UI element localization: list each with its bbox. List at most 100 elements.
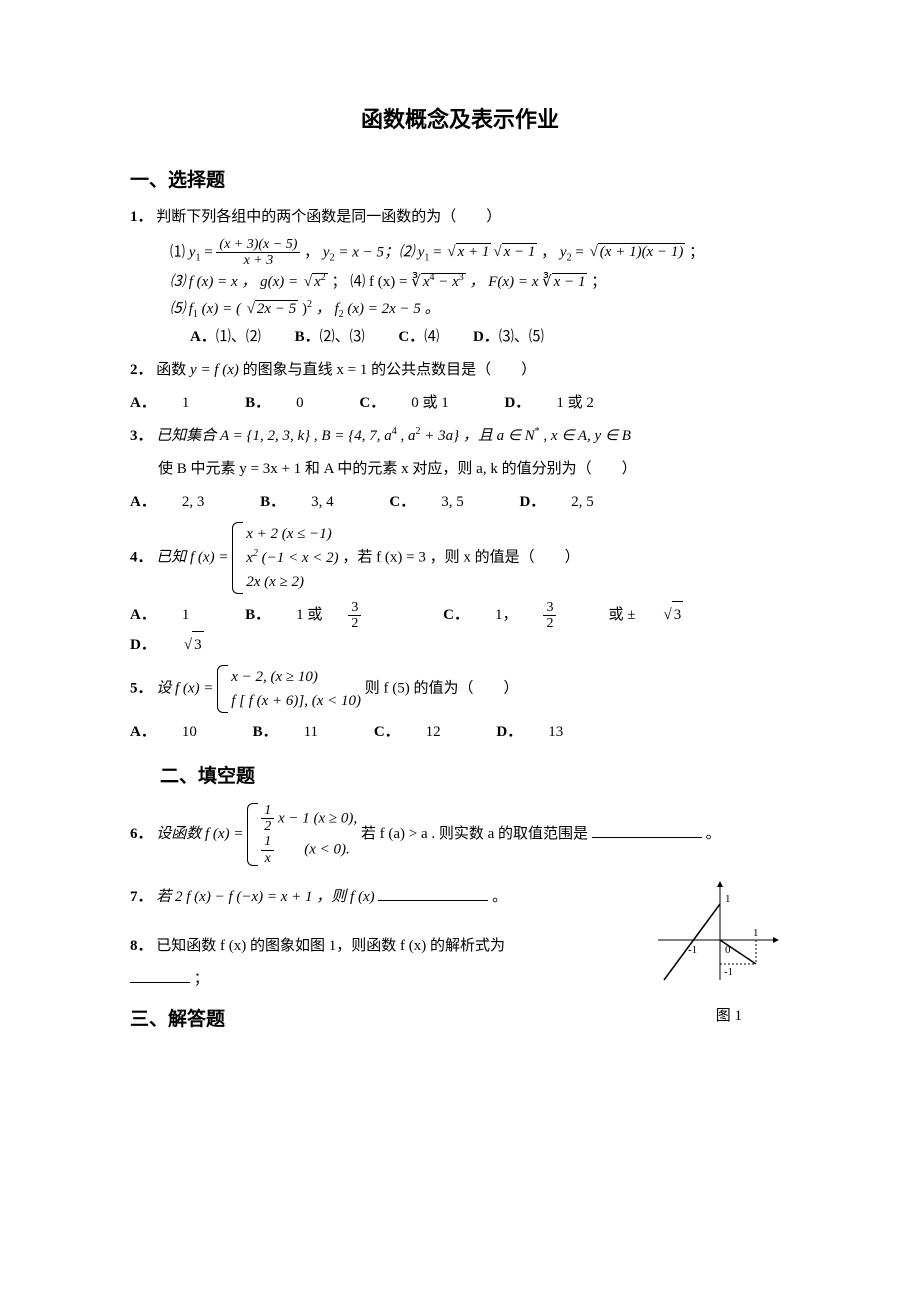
q1-lc: C． <box>398 329 424 345</box>
q1-line1: ⑴ y1 = (x + 3)(x − 5)x + 3 ， y2 = x − 5；… <box>170 237 790 269</box>
q1-p5b: (x) = ( <box>202 301 241 317</box>
fig-caption: 图 1 <box>716 1003 742 1037</box>
q6-r2b: (x < 0). <box>274 842 350 858</box>
q1: 1． 判断下列各组中的两个函数是同一函数的为（ ） <box>130 204 790 231</box>
q3-l2: 使 B 中元素 y = 3x + 1 和 A 中的元素 x 对应，则 a, k … <box>158 461 637 477</box>
section-mc: 一、选择题 <box>130 164 790 198</box>
q1-p3bs: 2 <box>321 272 326 283</box>
q3: 3． 已知集合 A = {1, 2, 3, k} , B = {4, 7, a4… <box>130 423 790 450</box>
q1-ob: ⑵、⑶ <box>320 329 365 345</box>
q1-sqc: (x + 1)(x − 1) <box>598 243 686 260</box>
q7-num: 7． <box>130 889 153 905</box>
q6-sb: 若 f (a) > a . 则实数 a 的取值范围是 <box>361 826 588 842</box>
q1-p1c: = x − 5；⑵ <box>338 244 417 260</box>
fig-lbl-0: 0 <box>725 944 731 956</box>
q4-ld: D． <box>130 632 156 659</box>
q4-oc2: 或 ± <box>608 602 635 629</box>
section-answer: 三、解答题 <box>130 1003 225 1037</box>
q4-opts: A．1 B．1 或 32 C．1，32 或 ±3 D．3 <box>130 600 790 660</box>
q1-p5d: ， f <box>316 301 339 317</box>
q3-sa: 已知集合 A = {1, 2, 3, k} , B = {4, 7, a <box>156 428 391 444</box>
q1-p5e: (x) = 2x − 5 。 <box>347 301 439 317</box>
q4-r3: 2x (x ≥ 2) <box>246 570 338 594</box>
q1-y2s: 2 <box>330 252 335 263</box>
q6: 6． 设函数 f (x) = 12 x − 1 (x ≥ 0), 1x (x <… <box>130 803 790 867</box>
q5-ob: 11 <box>304 719 318 746</box>
section-fill: 二、填空题 <box>160 760 790 794</box>
q1-y2b: y <box>560 244 567 260</box>
q4-oc1: 1， <box>495 602 518 629</box>
q8-sa: 已知函数 f (x) 的图象如图 1，则函数 f (x) 的解析式为 <box>156 938 505 954</box>
fig-lbl-ym1: -1 <box>724 966 733 978</box>
q6-sc: 。 <box>706 826 721 842</box>
q1-y1s: 1 <box>195 252 200 263</box>
q1-y2sb: 2 <box>567 252 572 263</box>
q1-sqd: x <box>314 274 321 290</box>
q1-stem: 判断下列各组中的两个函数是同一函数的为（ ） <box>156 209 501 225</box>
q1-cbas2: 3 <box>459 272 464 283</box>
q5-sa: 设 f (x) = <box>156 681 217 697</box>
q4-r2a: x <box>246 550 253 566</box>
q1-p3d: ， F(x) = x <box>470 274 539 290</box>
q1-la: A． <box>190 329 216 345</box>
q3-sd: , x ∈ A, y ∈ B <box>543 428 631 444</box>
q1-sqb: x − 1 <box>502 243 538 260</box>
q3-line2: 使 B 中元素 y = 3x + 1 和 A 中的元素 x 对应，则 a, k … <box>158 456 790 483</box>
q5-r1: x − 2, (x ≥ 10) <box>231 665 361 689</box>
fig-lbl-y1: 1 <box>725 893 731 905</box>
q6-r1b: x − 1 (x ≥ 0), <box>274 810 357 826</box>
q4-ocd: 2 <box>543 616 556 631</box>
q5-lb: B． <box>253 719 278 746</box>
q3-ld: D． <box>519 489 545 516</box>
q1-p3a: ⑶ f (x) = x ， <box>170 274 256 290</box>
q2-lb: B． <box>245 390 270 417</box>
q1-p1e: ； <box>689 244 704 260</box>
q7-sa: 若 2 f (x) − f (−x) = x + 1 ，则 f (x) <box>156 889 378 905</box>
q4-sb: ，若 f (x) = 3 ，则 x 的值是（ ） <box>342 549 579 565</box>
q5-od: 13 <box>548 719 563 746</box>
q1-opts: A．⑴、⑵ B．⑵、⑶ C．⑷ D．⑶、⑸ <box>190 324 790 351</box>
q1-cbb: x − 1 <box>552 273 588 290</box>
eq2: = <box>433 244 445 260</box>
eq1: = <box>204 244 216 260</box>
q5-opts: A．10 B．11 C．12 D．13 <box>130 719 790 746</box>
q1-p3c: ； ⑷ f (x) = <box>332 274 412 290</box>
q3-opts: A．2, 3 B．3, 4 C．3, 5 D．2, 5 <box>130 489 790 516</box>
eq3: = <box>575 244 587 260</box>
q4-oa: 1 <box>182 602 190 629</box>
q1-sqa: x + 1 <box>456 243 492 260</box>
q3-lc: C． <box>389 489 415 516</box>
q6-blank <box>592 822 702 838</box>
q5-oc: 12 <box>426 719 441 746</box>
q3-sc: + 3a} ，且 a ∈ N <box>424 428 534 444</box>
q6-r1d: 2 <box>261 819 274 834</box>
page-title: 函数概念及表示作业 <box>130 100 790 140</box>
q5-oa: 10 <box>182 719 197 746</box>
q1-p1a: ⑴ <box>170 244 189 260</box>
q6-r2d: x <box>261 851 274 866</box>
q4-r1: x + 2 (x ≤ −1) <box>246 522 338 546</box>
q5-sb: 则 f (5) 的值为（ ） <box>365 681 519 697</box>
q5: 5． 设 f (x) = x − 2, (x ≥ 10) f [ f (x + … <box>130 665 790 713</box>
q4-ocn: 3 <box>543 600 556 616</box>
q3-num: 3． <box>130 428 153 444</box>
q2-oc: 0 或 1 <box>411 390 449 417</box>
q1-p5a: ⑸ f <box>170 301 193 317</box>
q1-line2: ⑶ f (x) = x ， g(x) = x2 ； ⑷ f (x) = x4 −… <box>170 269 790 296</box>
q1-oc: ⑷ <box>424 329 439 345</box>
q4-obd: 2 <box>348 616 361 631</box>
q1-p3e: ； <box>591 274 606 290</box>
q1-p1b: ， <box>304 244 319 260</box>
q4: 4． 已知 f (x) = x + 2 (x ≤ −1) x2 (−1 < x … <box>130 522 790 594</box>
q2-ob: 0 <box>296 390 304 417</box>
q1-od: ⑶、⑸ <box>499 329 544 345</box>
q1-f1d: x + 3 <box>216 253 300 268</box>
q2: 2． 函数 y = f (x) 的图象与直线 x = 1 的公共点数目是（ ） <box>130 357 790 384</box>
q2-yfx: y = f (x) <box>190 362 239 378</box>
q4-lc: C． <box>443 602 469 629</box>
q4-num: 4． <box>130 549 153 565</box>
q4-lb: B． <box>245 602 270 629</box>
figure-1: -1 0 1 1 -1 <box>650 878 780 988</box>
q2-opts: A．1 B．0 C．0 或 1 D．1 或 2 <box>130 390 790 417</box>
q7-sb: 。 <box>492 889 507 905</box>
